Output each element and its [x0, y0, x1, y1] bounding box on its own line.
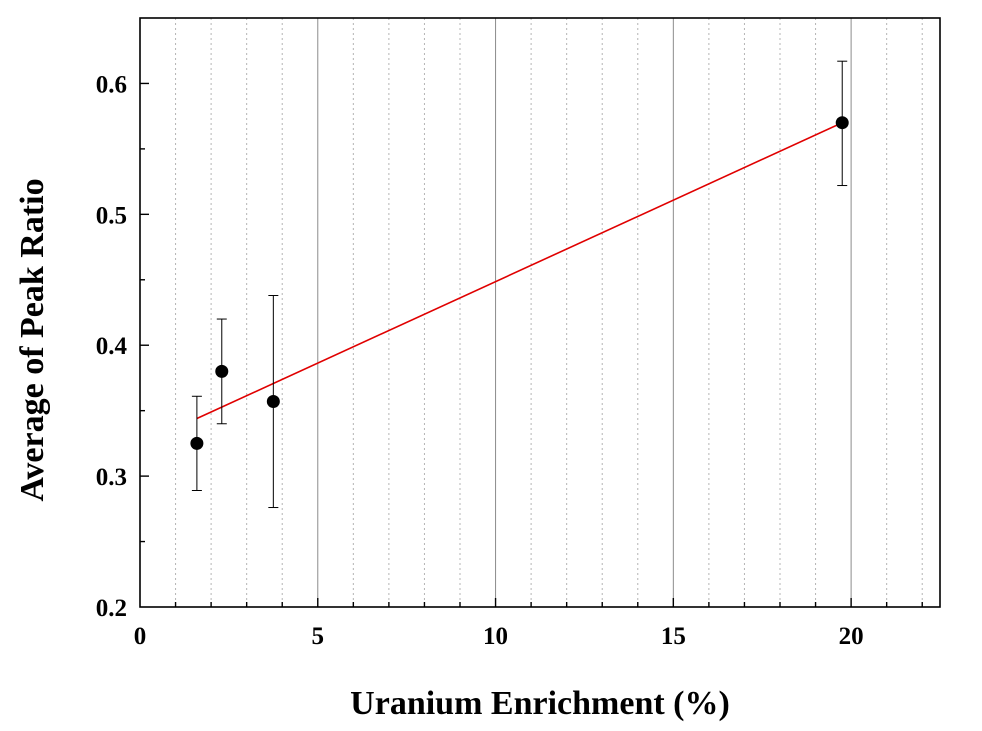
label-layer: 0 5 10 15 20 0.2 0.3 0.4 0.5 0.6: [96, 71, 864, 650]
y-tick-label: 0.2: [96, 595, 127, 622]
grid-layer: [175, 18, 923, 607]
data-layer: [190, 60, 849, 509]
data-point: [266, 395, 280, 409]
data-point: [835, 116, 849, 130]
plot-frame: [139, 17, 941, 608]
data-point: [190, 436, 204, 450]
fit-line: [196, 121, 843, 420]
y-tick-label: 0.3: [96, 464, 127, 491]
x-tick-label: 10: [483, 623, 508, 650]
y-tick-label: 0.5: [96, 202, 127, 229]
x-tick-label: 15: [661, 623, 686, 650]
y-axis-title: Average of Peak Ratio: [14, 178, 51, 501]
y-tick-label: 0.4: [96, 333, 128, 360]
y-tick-label: 0.6: [96, 71, 127, 98]
axes-layer: [139, 17, 941, 608]
data-point: [215, 364, 229, 378]
x-tick-label: 0: [134, 623, 147, 650]
x-tick-label: 5: [312, 623, 325, 650]
x-tick-label: 20: [839, 623, 864, 650]
x-axis-title: Uranium Enrichment (%): [350, 685, 730, 722]
